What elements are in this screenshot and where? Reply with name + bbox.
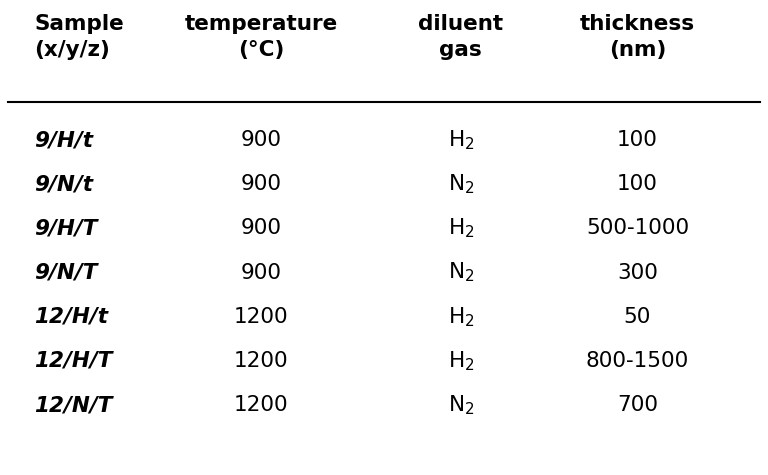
Text: 12/H/t: 12/H/t	[35, 307, 108, 327]
Text: 800-1500: 800-1500	[586, 351, 689, 371]
Text: 700: 700	[617, 395, 658, 415]
Text: 9/N/t: 9/N/t	[35, 174, 94, 194]
Text: 12/N/T: 12/N/T	[35, 395, 113, 415]
Text: Sample
(x/y/z): Sample (x/y/z)	[35, 14, 124, 60]
Text: 1200: 1200	[233, 395, 289, 415]
Text: 300: 300	[617, 263, 658, 283]
Text: $\mathregular{N_2}$: $\mathregular{N_2}$	[448, 172, 474, 196]
Text: $\mathregular{H_2}$: $\mathregular{H_2}$	[448, 128, 474, 152]
Text: 900: 900	[240, 130, 282, 150]
Text: $\mathregular{H_2}$: $\mathregular{H_2}$	[448, 217, 474, 240]
Text: 900: 900	[240, 263, 282, 283]
Text: thickness
(nm): thickness (nm)	[580, 14, 695, 60]
Text: 1200: 1200	[233, 351, 289, 371]
Text: temperature
(°C): temperature (°C)	[184, 14, 338, 60]
Text: 9/H/t: 9/H/t	[35, 130, 94, 150]
Text: $\mathregular{H_2}$: $\mathregular{H_2}$	[448, 349, 474, 373]
Text: 12/H/T: 12/H/T	[35, 351, 113, 371]
Text: 900: 900	[240, 218, 282, 238]
Text: $\mathregular{N_2}$: $\mathregular{N_2}$	[448, 393, 474, 417]
Text: $\mathregular{N_2}$: $\mathregular{N_2}$	[448, 261, 474, 285]
Text: $\mathregular{H_2}$: $\mathregular{H_2}$	[448, 305, 474, 329]
Text: 9/N/T: 9/N/T	[35, 263, 98, 283]
Text: 900: 900	[240, 174, 282, 194]
Text: 100: 100	[617, 130, 658, 150]
Text: 100: 100	[617, 174, 658, 194]
Text: 500-1000: 500-1000	[586, 218, 689, 238]
Text: 50: 50	[624, 307, 651, 327]
Text: diluent
gas: diluent gas	[419, 14, 503, 60]
Text: 1200: 1200	[233, 307, 289, 327]
Text: 9/H/T: 9/H/T	[35, 218, 98, 238]
